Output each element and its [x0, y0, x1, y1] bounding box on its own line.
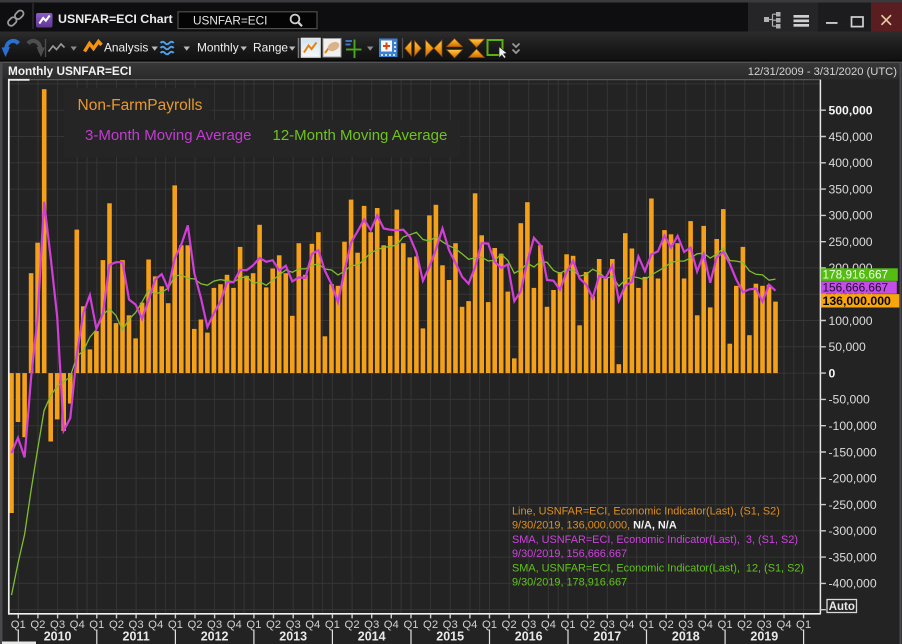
svg-text:12-Month Moving Average: 12-Month Moving Average [273, 127, 448, 144]
svg-text:Q4: Q4 [148, 619, 163, 631]
svg-text:Q2: Q2 [187, 619, 202, 631]
svg-text:2012: 2012 [201, 630, 229, 644]
svg-text:Q2: Q2 [266, 619, 281, 631]
svg-text:2018: 2018 [672, 630, 700, 644]
svg-text:SMA, USNFAR=ECI, Economic Indi: SMA, USNFAR=ECI, Economic Indicator(Last… [512, 563, 804, 575]
svg-text:50,000: 50,000 [829, 340, 866, 354]
svg-text:Q1: Q1 [246, 619, 261, 631]
svg-text:Q3: Q3 [286, 619, 301, 631]
svg-text:Q3: Q3 [129, 619, 144, 631]
svg-text:Auto: Auto [829, 601, 855, 613]
svg-text:9/30/2019, 178,916.667: 9/30/2019, 178,916.667 [512, 577, 627, 589]
svg-text:350,000: 350,000 [829, 182, 873, 196]
svg-text:12/31/2009 - 3/31/2020 (UTC): 12/31/2009 - 3/31/2020 (UTC) [748, 66, 898, 78]
svg-text:136,000.000: 136,000.000 [823, 294, 892, 308]
svg-text:Q2: Q2 [502, 619, 517, 631]
svg-text:Q1: Q1 [639, 619, 654, 631]
svg-text:-350,000: -350,000 [829, 550, 877, 564]
svg-text:Q3: Q3 [678, 619, 693, 631]
svg-text:Q2: Q2 [659, 619, 674, 631]
svg-text:300,000: 300,000 [829, 209, 873, 223]
svg-text:-200,000: -200,000 [829, 472, 877, 486]
svg-text:Q3: Q3 [50, 619, 65, 631]
svg-text:Q2: Q2 [109, 619, 124, 631]
svg-text:Q2: Q2 [737, 619, 752, 631]
svg-text:Q3: Q3 [443, 619, 458, 631]
svg-text:Q1: Q1 [403, 619, 418, 631]
svg-text:9/30/2019, 136,000.000, N/A, N: 9/30/2019, 136,000.000, N/A, N/A [512, 520, 677, 532]
svg-text:Q3: Q3 [757, 619, 772, 631]
svg-text:Q1: Q1 [168, 619, 183, 631]
svg-text:Q4: Q4 [384, 619, 399, 631]
svg-text:Q4: Q4 [227, 619, 242, 631]
svg-text:2014: 2014 [358, 630, 386, 644]
svg-text:Q4: Q4 [70, 619, 85, 631]
svg-text:2013: 2013 [279, 630, 307, 644]
svg-text:Q1: Q1 [325, 619, 340, 631]
svg-text:156,666.667: 156,666.667 [823, 281, 889, 295]
svg-text:Analysis: Analysis [104, 40, 148, 54]
svg-text:178,916.667: 178,916.667 [823, 268, 889, 282]
svg-text:Q4: Q4 [305, 619, 320, 631]
svg-text:Q1: Q1 [89, 619, 104, 631]
svg-text:Q3: Q3 [207, 619, 222, 631]
svg-text:Q3: Q3 [600, 619, 615, 631]
svg-text:Monthly USNFAR=ECI: Monthly USNFAR=ECI [8, 64, 132, 78]
svg-text:Q2: Q2 [345, 619, 360, 631]
svg-text:2017: 2017 [593, 630, 621, 644]
svg-text:-250,000: -250,000 [829, 498, 877, 512]
svg-text:2015: 2015 [436, 630, 464, 644]
svg-text:-400,000: -400,000 [829, 577, 877, 591]
svg-text:Q2: Q2 [30, 619, 45, 631]
svg-text:SMA, USNFAR=ECI, Economic Indi: SMA, USNFAR=ECI, Economic Indicator(Last… [512, 534, 798, 546]
svg-text:3-Month Moving Average: 3-Month Moving Average [85, 127, 252, 144]
svg-text:2011: 2011 [123, 630, 150, 644]
svg-text:Q1: Q1 [560, 619, 575, 631]
svg-text:Q4: Q4 [619, 619, 634, 631]
svg-text:2016: 2016 [515, 630, 543, 644]
svg-text:Q4: Q4 [776, 619, 791, 631]
svg-text:Q2: Q2 [580, 619, 595, 631]
svg-text:Q4: Q4 [698, 619, 713, 631]
svg-text:-150,000: -150,000 [829, 445, 877, 459]
svg-text:-50,000: -50,000 [829, 393, 871, 407]
svg-text:9/30/2019, 156,666.667: 9/30/2019, 156,666.667 [512, 548, 627, 560]
svg-text:Monthly: Monthly [197, 40, 239, 54]
svg-text:-100,000: -100,000 [829, 419, 877, 433]
svg-text:Q2: Q2 [423, 619, 438, 631]
svg-text:Range: Range [253, 40, 288, 54]
svg-text:Line, USNFAR=ECI, Economic Ind: Line, USNFAR=ECI, Economic Indicator(Las… [512, 506, 780, 518]
svg-text:Q1: Q1 [11, 619, 26, 631]
svg-text:Q4: Q4 [541, 619, 556, 631]
svg-text:Q1: Q1 [718, 619, 733, 631]
svg-text:500,000: 500,000 [829, 104, 873, 118]
svg-text:Q1: Q1 [796, 619, 811, 631]
svg-text:Q3: Q3 [521, 619, 536, 631]
svg-text:Q3: Q3 [364, 619, 379, 631]
svg-text:-300,000: -300,000 [829, 524, 877, 538]
svg-text:100,000: 100,000 [829, 314, 873, 328]
svg-text:450,000: 450,000 [829, 130, 873, 144]
svg-text:Q4: Q4 [462, 619, 477, 631]
svg-text:Non-FarmPayrolls: Non-FarmPayrolls [78, 97, 203, 114]
svg-text:2010: 2010 [44, 630, 72, 644]
svg-text:USNFAR=ECI Chart: USNFAR=ECI Chart [58, 12, 173, 26]
svg-text:400,000: 400,000 [829, 156, 873, 170]
svg-text:USNFAR=ECI: USNFAR=ECI [193, 14, 267, 28]
svg-text:0: 0 [829, 366, 836, 380]
svg-text:2019: 2019 [750, 630, 778, 644]
svg-text:250,000: 250,000 [829, 235, 873, 249]
svg-text:Q1: Q1 [482, 619, 497, 631]
